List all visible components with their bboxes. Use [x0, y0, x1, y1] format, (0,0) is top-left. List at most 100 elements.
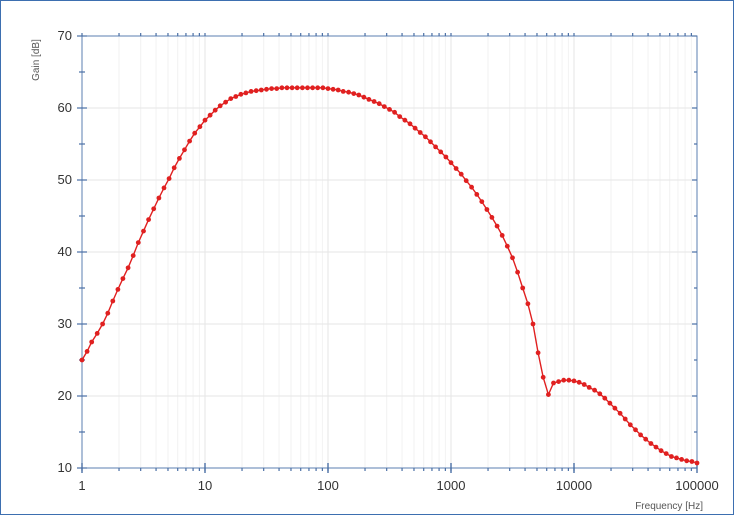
data-point [264, 87, 269, 92]
data-point [577, 380, 582, 385]
data-point [321, 85, 326, 90]
data-point [182, 147, 187, 152]
y-tick-label: 70 [58, 28, 72, 43]
x-tick-label: 100000 [675, 478, 718, 493]
data-point [433, 145, 438, 150]
data-point [633, 427, 638, 432]
data-point [218, 103, 223, 108]
data-point [618, 411, 623, 416]
data-point [116, 287, 121, 292]
data-point [669, 454, 674, 459]
data-point [351, 91, 356, 96]
grid-lines [82, 36, 697, 468]
data-point [505, 244, 510, 249]
series-line [82, 88, 697, 463]
data-point [239, 92, 244, 97]
data-point [341, 89, 346, 94]
data-point [367, 97, 372, 102]
data-point [541, 375, 546, 380]
x-tick-label: 10 [198, 478, 212, 493]
data-point [274, 86, 279, 91]
data-point [654, 445, 659, 450]
data-point [638, 433, 643, 438]
data-point [556, 379, 561, 384]
data-point [198, 124, 203, 129]
data-point [413, 126, 418, 131]
data-point [167, 176, 172, 181]
x-tick-label: 10000 [556, 478, 592, 493]
data-point [684, 458, 689, 463]
data-point [403, 118, 408, 123]
data-point [469, 185, 474, 190]
data-point [561, 378, 566, 383]
data-point [679, 457, 684, 462]
data-point [459, 172, 464, 177]
data-point [105, 311, 110, 316]
data-point [649, 441, 654, 446]
data-point [213, 108, 218, 113]
data-point [326, 86, 331, 91]
data-point [131, 253, 136, 258]
data-point [608, 401, 613, 406]
data-point [336, 88, 341, 93]
data-point [95, 331, 100, 336]
data-point [356, 93, 361, 98]
data-point [80, 358, 85, 363]
data-point [244, 91, 249, 96]
y-tick-label: 40 [58, 244, 72, 259]
data-point [536, 350, 541, 355]
data-point [526, 301, 531, 306]
data-point [495, 224, 500, 229]
data-point [223, 100, 228, 105]
series-group [80, 85, 700, 465]
data-point [121, 276, 126, 281]
y-axis-title: Gain [dB] [31, 39, 42, 81]
data-point [449, 160, 454, 165]
data-point [444, 155, 449, 160]
data-point [89, 340, 94, 345]
data-point [551, 381, 556, 386]
data-point [331, 87, 336, 92]
data-point [485, 207, 490, 212]
data-point [362, 95, 367, 100]
data-point [269, 86, 274, 91]
data-point [567, 378, 572, 383]
data-point [146, 217, 151, 222]
data-point [531, 322, 536, 327]
data-point [300, 85, 305, 90]
data-point [659, 448, 664, 453]
data-point [346, 90, 351, 95]
data-point [520, 286, 525, 291]
data-point [228, 96, 233, 101]
data-point [515, 270, 520, 275]
data-point [126, 265, 131, 270]
tick-labels: 1 10 100 1000 10000 100000 10 20 30 40 50 60 70 [58, 28, 719, 493]
data-point [408, 121, 413, 126]
data-point [172, 165, 177, 170]
data-point [187, 139, 192, 144]
data-point [500, 233, 505, 238]
data-point [392, 110, 397, 115]
data-point [423, 134, 428, 139]
data-point [177, 156, 182, 161]
data-point [690, 459, 695, 464]
y-tick-label: 20 [58, 388, 72, 403]
data-point [110, 299, 115, 304]
data-point [643, 437, 648, 442]
x-axis-title: Frequency [Hz] [635, 501, 703, 512]
data-point [546, 392, 551, 397]
data-point [295, 85, 300, 90]
data-point [592, 388, 597, 393]
data-point [510, 255, 515, 260]
data-point [474, 192, 479, 197]
data-point [315, 85, 320, 90]
data-point [157, 196, 162, 201]
data-point [587, 385, 592, 390]
y-tick-label: 30 [58, 316, 72, 331]
data-point [85, 349, 90, 354]
y-tick-label: 10 [58, 460, 72, 475]
data-point [141, 229, 146, 234]
data-point [572, 379, 577, 384]
data-point [151, 206, 156, 211]
data-point [162, 186, 167, 191]
